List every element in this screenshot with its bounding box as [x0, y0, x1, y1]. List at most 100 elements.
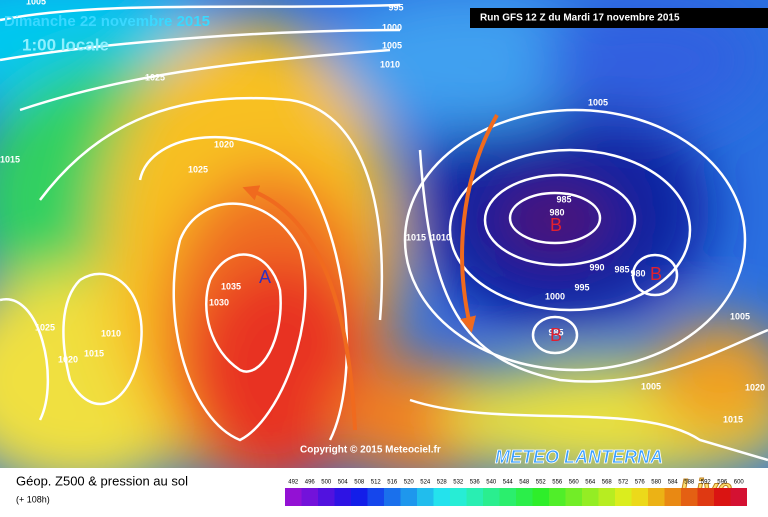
- isobar-label: 1000: [382, 22, 402, 32]
- scale-label: 580: [651, 480, 662, 486]
- scale-swatch: [285, 488, 302, 506]
- scale-swatch: [318, 488, 335, 506]
- isobar-label: 1020: [745, 382, 765, 392]
- copyright: Copyright © 2015 Meteociel.fr: [300, 445, 441, 456]
- map-time: 1:00 locale: [22, 35, 109, 54]
- scale-swatch: [483, 488, 500, 506]
- scale-label: 516: [387, 480, 398, 486]
- isobar-lines: [0, 3, 768, 462]
- scale-label: 520: [404, 480, 415, 486]
- isobar-label: 980: [630, 268, 645, 278]
- isobar-label: 1005: [382, 40, 402, 50]
- scale-swatch: [664, 488, 681, 506]
- scale-swatch: [714, 488, 731, 506]
- isobar-label: 1025: [35, 322, 55, 332]
- scale-swatch: [631, 488, 648, 506]
- map-date: Dimanche 22 novembre 2015: [4, 13, 210, 30]
- isobar-label: 1025: [188, 164, 208, 174]
- scale-label: 492: [288, 480, 299, 486]
- run-banner: [470, 8, 768, 28]
- pressure-center: B: [650, 264, 662, 284]
- isobar-label: 985: [548, 327, 563, 337]
- legend-title: Géop. Z500 & pression au sol: [16, 473, 188, 488]
- isobar-label: 995: [574, 282, 589, 292]
- isobar-label: 1015: [0, 154, 20, 164]
- scale-swatch: [615, 488, 632, 506]
- scale-label: 544: [503, 480, 514, 486]
- isobar-label: 1005: [26, 0, 46, 6]
- isobar-label: 1035: [221, 281, 241, 291]
- scale-label: 588: [684, 480, 695, 486]
- scale-swatch: [516, 488, 533, 506]
- isobar-label: 1030: [209, 297, 229, 307]
- isobar-label: 1015: [84, 348, 104, 358]
- scale-label: 560: [569, 480, 580, 486]
- run-label: Run GFS 12 Z du Mardi 17 novembre 2015: [480, 13, 680, 24]
- isobar-label: 1010: [380, 59, 400, 69]
- scale-swatch: [582, 488, 599, 506]
- scale-swatch: [466, 488, 483, 506]
- logo-name: METEO LANTERNA: [495, 447, 663, 467]
- arrows: [242, 114, 499, 431]
- isobar-label: 1025: [145, 72, 165, 82]
- scale-swatch: [499, 488, 516, 506]
- scale-label: 556: [552, 480, 563, 486]
- scale-swatch: [367, 488, 384, 506]
- scale-swatch: [433, 488, 450, 506]
- scale-swatch: [532, 488, 549, 506]
- scale-label: 528: [437, 480, 448, 486]
- pressure-center: A: [259, 267, 271, 287]
- scale-label: 504: [338, 480, 349, 486]
- scale-label: 600: [734, 480, 745, 486]
- scale-label: 532: [453, 480, 464, 486]
- scale-label: 524: [420, 480, 431, 486]
- scale-swatch: [400, 488, 417, 506]
- scale-swatch: [697, 488, 714, 506]
- scale-swatch: [334, 488, 351, 506]
- isobar-label: 1015: [406, 232, 426, 242]
- isobar-label: 995: [388, 2, 403, 12]
- scale-swatch: [351, 488, 368, 506]
- isobar-label: 1005: [641, 381, 661, 391]
- scale-label: 592: [701, 480, 712, 486]
- isobar-label: 990: [589, 262, 604, 272]
- isobar-label: 1020: [214, 139, 234, 149]
- scale-label: 512: [371, 480, 382, 486]
- isobar-label: 1010: [101, 328, 121, 338]
- isobar-label: 1005: [730, 311, 750, 321]
- legend-lead: (+ 108h): [16, 494, 50, 504]
- scale-label: 540: [486, 480, 497, 486]
- scale-label: 584: [668, 480, 679, 486]
- scale-label: 576: [635, 480, 646, 486]
- scale-label: 500: [321, 480, 332, 486]
- scale-swatch: [681, 488, 698, 506]
- isobar-label: 985: [614, 264, 629, 274]
- scale-label: 572: [618, 480, 629, 486]
- scale-swatch: [549, 488, 566, 506]
- scale-swatch: [565, 488, 582, 506]
- isobar-label: 1020: [58, 354, 78, 364]
- scale-swatch: [648, 488, 665, 506]
- scale-label: 568: [602, 480, 613, 486]
- scale-swatch: [384, 488, 401, 506]
- scale-label: 536: [470, 480, 481, 486]
- scale-label: 496: [305, 480, 316, 486]
- pressure-center: B: [550, 325, 562, 345]
- scale-label: 508: [354, 480, 365, 486]
- field: [0, 0, 768, 490]
- scale-swatch: [450, 488, 467, 506]
- scale-swatch: [301, 488, 318, 506]
- scale-swatch: [730, 488, 747, 506]
- isobar-label: 1000: [545, 291, 565, 301]
- isobar-label: 1005: [588, 97, 608, 107]
- scale-label: 552: [536, 480, 547, 486]
- scale-label: 564: [585, 480, 596, 486]
- scale-label: 596: [717, 480, 728, 486]
- overlays: 1005 995 1000 1005 1010 1025 1020 1025 1015 1005 9…: [0, 0, 765, 506]
- scale-label: 548: [519, 480, 530, 486]
- pressure-center: B: [550, 215, 562, 235]
- scale-swatch: [598, 488, 615, 506]
- isobar-label: 1015: [723, 414, 743, 424]
- isobar-label: 1010: [431, 232, 451, 242]
